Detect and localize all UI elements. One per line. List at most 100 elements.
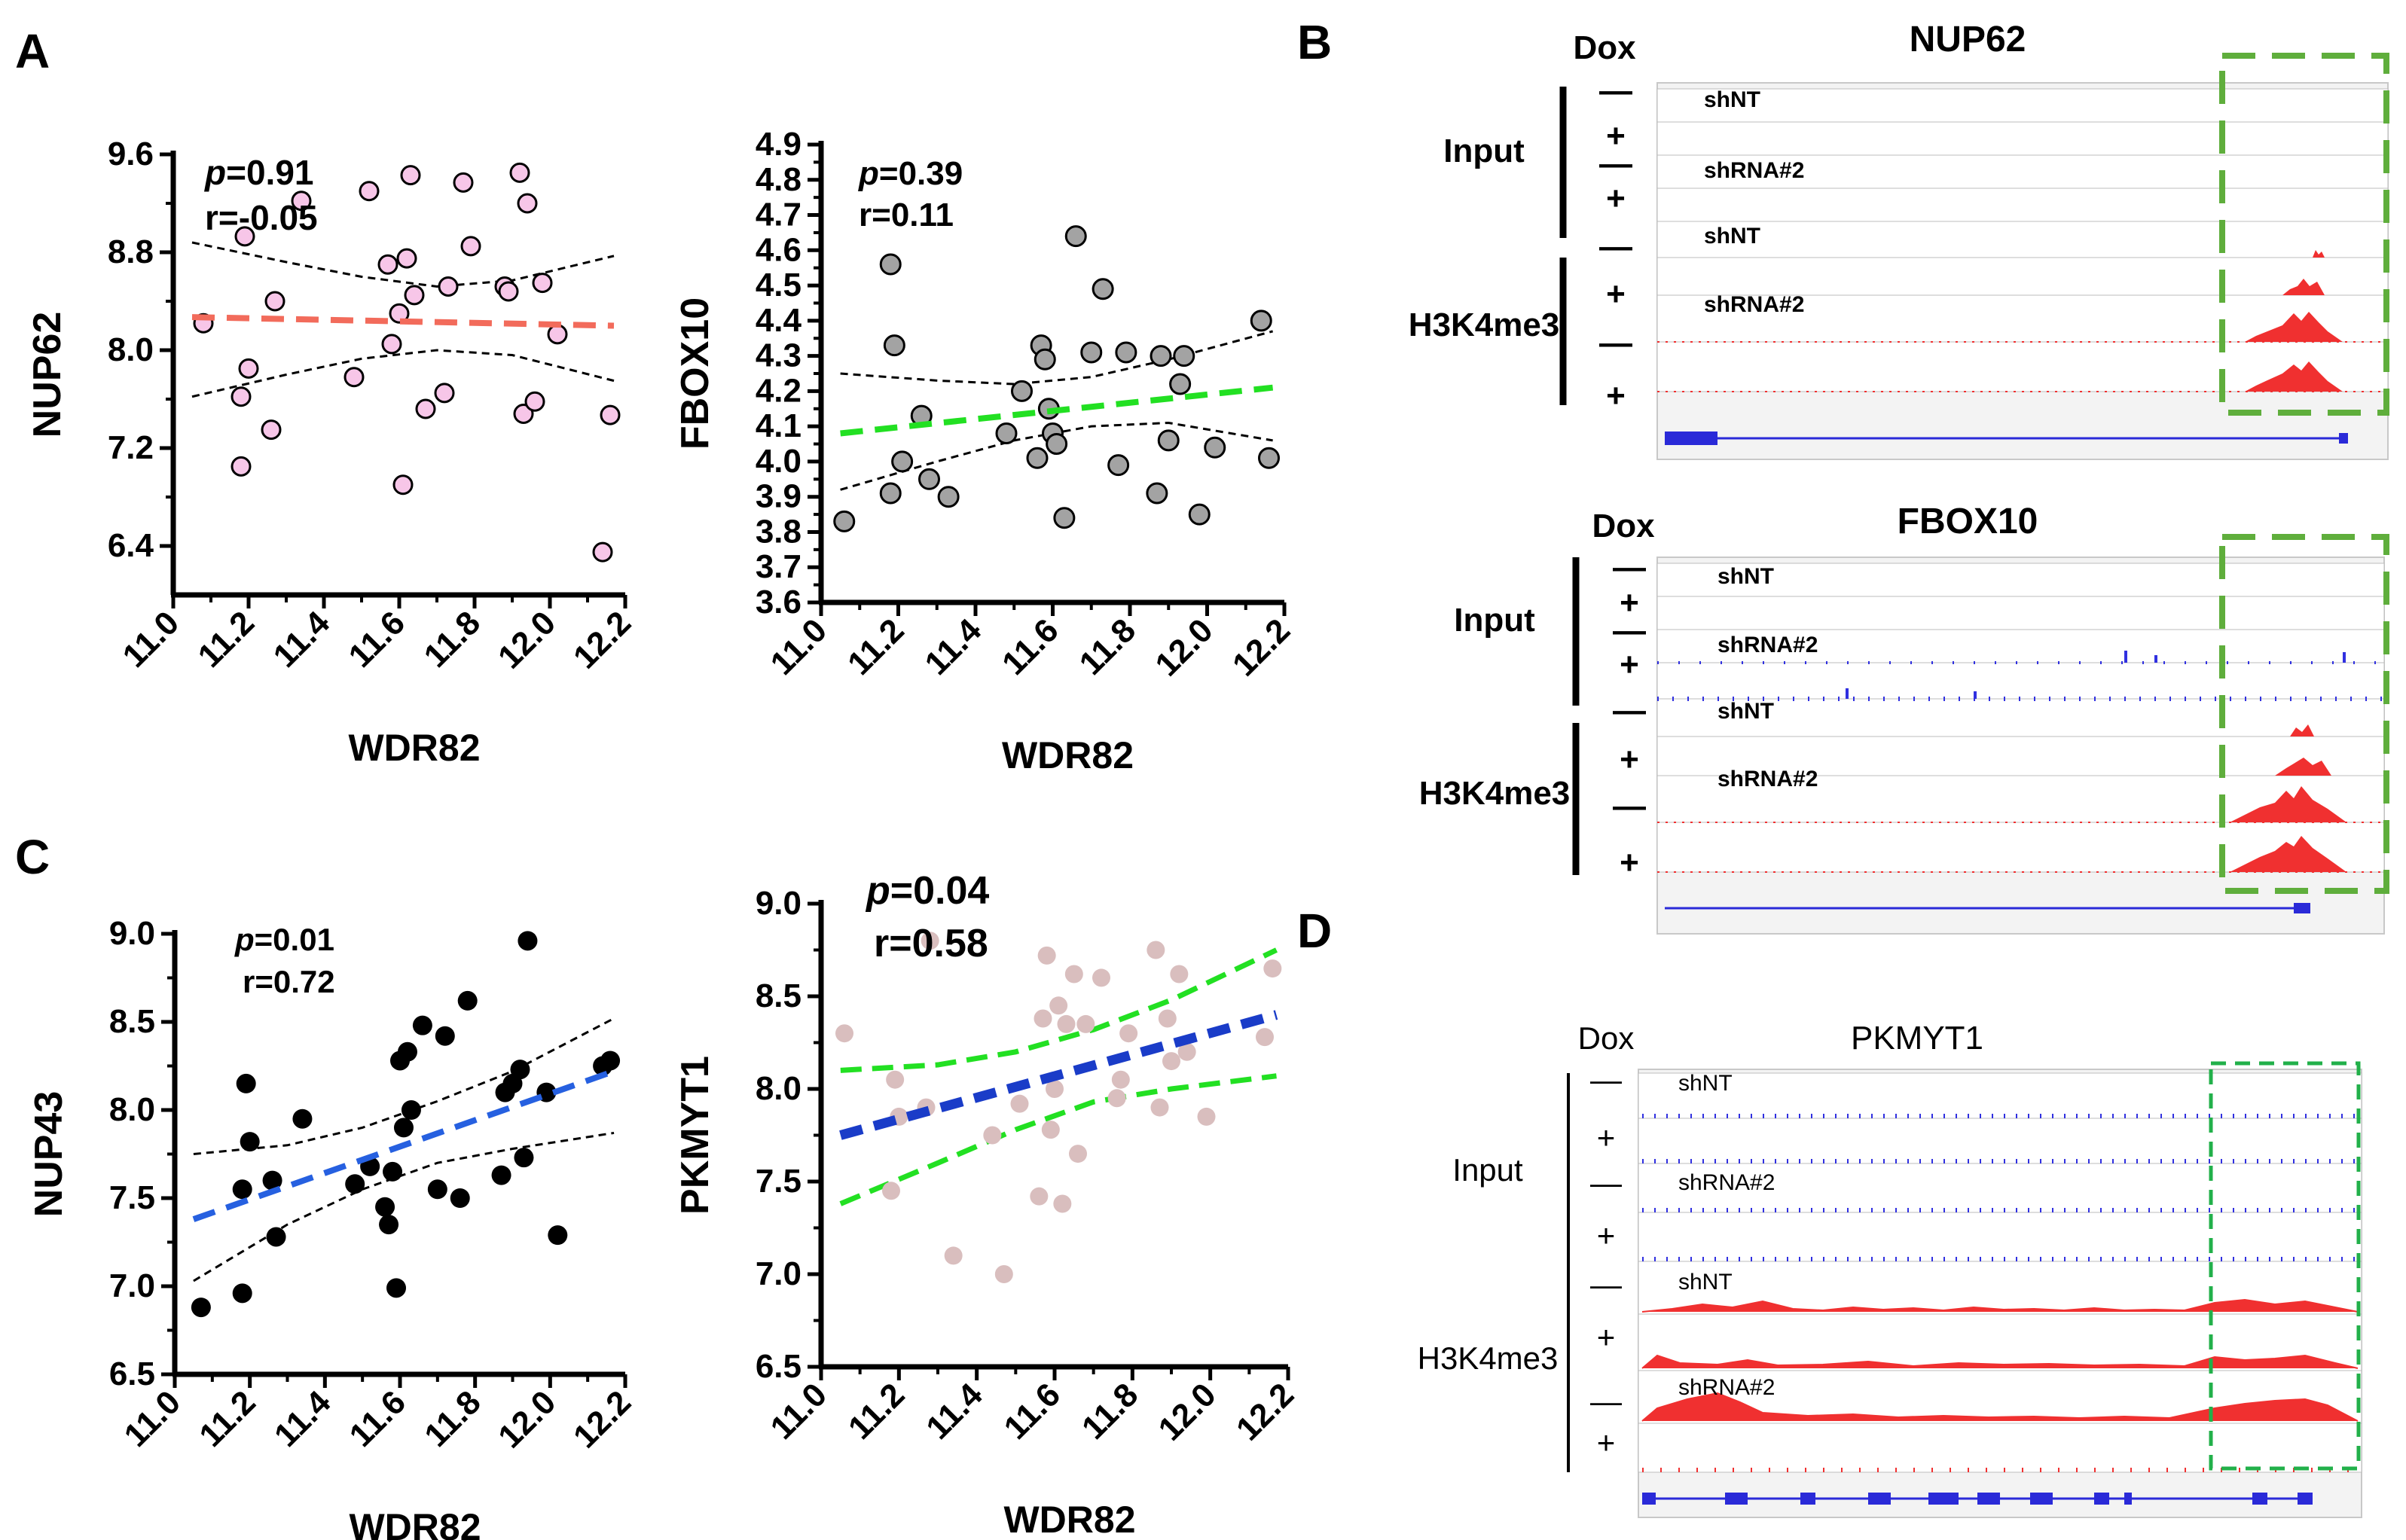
ci-lower-line — [839, 1073, 1277, 1206]
peak-signal — [2245, 312, 2343, 342]
data-point — [1177, 1042, 1196, 1061]
y-tick-label: 4.8 — [756, 161, 801, 198]
dox-sign: — — [1590, 1062, 1622, 1097]
data-point — [1053, 507, 1076, 529]
x-tick-label: 11.4 — [267, 1383, 338, 1454]
p-value: =0.01 — [255, 922, 334, 957]
data-point — [375, 1197, 395, 1217]
x-tick-label: 12.2 — [566, 1383, 638, 1455]
x-tick-label: 11.6 — [342, 604, 412, 674]
data-point — [937, 486, 960, 508]
x-tick-label: 11.8 — [417, 604, 487, 674]
data-point — [231, 456, 252, 477]
data-point — [1011, 380, 1033, 402]
highlight-box — [2209, 1061, 2361, 1471]
data-point — [1030, 1187, 1049, 1206]
highlight-box — [2219, 534, 2389, 894]
data-point — [1053, 1194, 1072, 1213]
y-tick-label: 9.6 — [108, 136, 154, 172]
data-point — [532, 273, 553, 294]
dox-label: Dox — [1578, 1020, 1635, 1056]
data-point — [1250, 310, 1272, 332]
y-axis-title: FBOX10 — [673, 297, 717, 450]
data-point — [386, 1278, 407, 1298]
data-point — [343, 367, 365, 388]
x-tick-label: 11.8 — [417, 1383, 487, 1453]
x-tick-label: 12.2 — [566, 604, 638, 675]
data-point — [1258, 447, 1280, 469]
track-sample-label: shNT — [1678, 1071, 1733, 1096]
dox-sign: + — [1597, 1319, 1616, 1355]
dox-sign: + — [1606, 377, 1626, 414]
dox-sign: — — [1613, 692, 1646, 729]
browser-tracks — [1656, 82, 2389, 460]
y-tick-label: 6.4 — [108, 527, 154, 564]
data-point — [879, 482, 902, 505]
data-point — [994, 1265, 1013, 1283]
regression-line — [192, 1068, 615, 1222]
data-point — [1034, 348, 1056, 371]
data-point — [1162, 1052, 1180, 1071]
scatter-plot-nup62: 6.4 7.2 8.0 8.8 9.6 11.0 11.2 11.4 11.6 11.8 12.0 1… — [26, 136, 638, 769]
x-axis-title: WDR82 — [1003, 1499, 1135, 1540]
panel-label-b: B — [1297, 15, 1332, 69]
x-tick-label: 12.0 — [1148, 611, 1220, 683]
p-value-label: p=0.01 — [234, 922, 334, 957]
data-point — [396, 248, 417, 269]
data-point — [1150, 1098, 1169, 1117]
data-point — [1026, 447, 1049, 469]
dox-sign: — — [1590, 1383, 1622, 1419]
data-point — [401, 1100, 421, 1120]
data-point — [261, 419, 282, 441]
x-tick-label: 12.2 — [1229, 1376, 1301, 1447]
data-point — [518, 931, 538, 951]
x-tick-label: 11.6 — [997, 1376, 1067, 1446]
data-point — [231, 386, 252, 407]
data-point — [191, 1298, 211, 1318]
data-point — [1010, 1094, 1029, 1113]
peak-signal — [2313, 250, 2325, 258]
track-gene-title: NUP62 — [1910, 20, 2026, 59]
track-sample-label: shRNA#2 — [1704, 292, 1804, 317]
data-point — [891, 450, 914, 473]
data-point — [1064, 965, 1083, 983]
dox-sign: — — [1599, 228, 1632, 265]
x-tick-label: 11.0 — [764, 611, 834, 682]
p-value-label: p=0.04 — [865, 869, 989, 913]
track-sample-label: shRNA#2 — [1717, 767, 1818, 791]
data-point — [427, 1179, 447, 1200]
dox-label: Dox — [1592, 508, 1655, 544]
data-point — [377, 254, 398, 275]
data-point — [1037, 946, 1056, 965]
track-gene-title: FBOX10 — [1898, 502, 2038, 541]
y-tick-label: 4.0 — [756, 443, 801, 480]
data-point — [1170, 965, 1189, 983]
track-panel-pkmyt1: PKMYT1 Dox Input H3K4me3 — + — + — + — + — [1418, 1020, 2362, 1518]
data-point — [600, 404, 621, 425]
x-tick-label: 11.0 — [764, 1376, 834, 1446]
data-point — [1147, 941, 1165, 959]
y-tick-label: 4.4 — [756, 302, 802, 339]
data-point — [513, 404, 534, 424]
signal-track — [1641, 1354, 2359, 1369]
data-point — [882, 1182, 900, 1200]
data-point — [1157, 429, 1180, 452]
y-tick-label: 4.5 — [756, 267, 801, 303]
data-point — [238, 358, 259, 379]
ci-lower-line — [193, 1131, 615, 1282]
x-tick-label: 11.2 — [841, 1376, 911, 1446]
x-tick-label: 11.2 — [192, 1383, 262, 1453]
peak-signal — [2245, 361, 2343, 392]
y-tick-label: 8.0 — [108, 331, 154, 368]
p-value: =0.91 — [226, 153, 313, 192]
data-point — [404, 285, 425, 306]
y-tick-label: 4.3 — [756, 337, 801, 374]
panel-label-c: C — [15, 830, 50, 884]
r-value-label: r=0.58 — [874, 922, 988, 965]
dox-sign: — — [1590, 1165, 1622, 1200]
x-axis-title: WDR82 — [1002, 734, 1134, 776]
signal-track — [1641, 1392, 2359, 1422]
x-axis-title: WDR82 — [349, 1506, 481, 1540]
data-point — [592, 541, 613, 563]
